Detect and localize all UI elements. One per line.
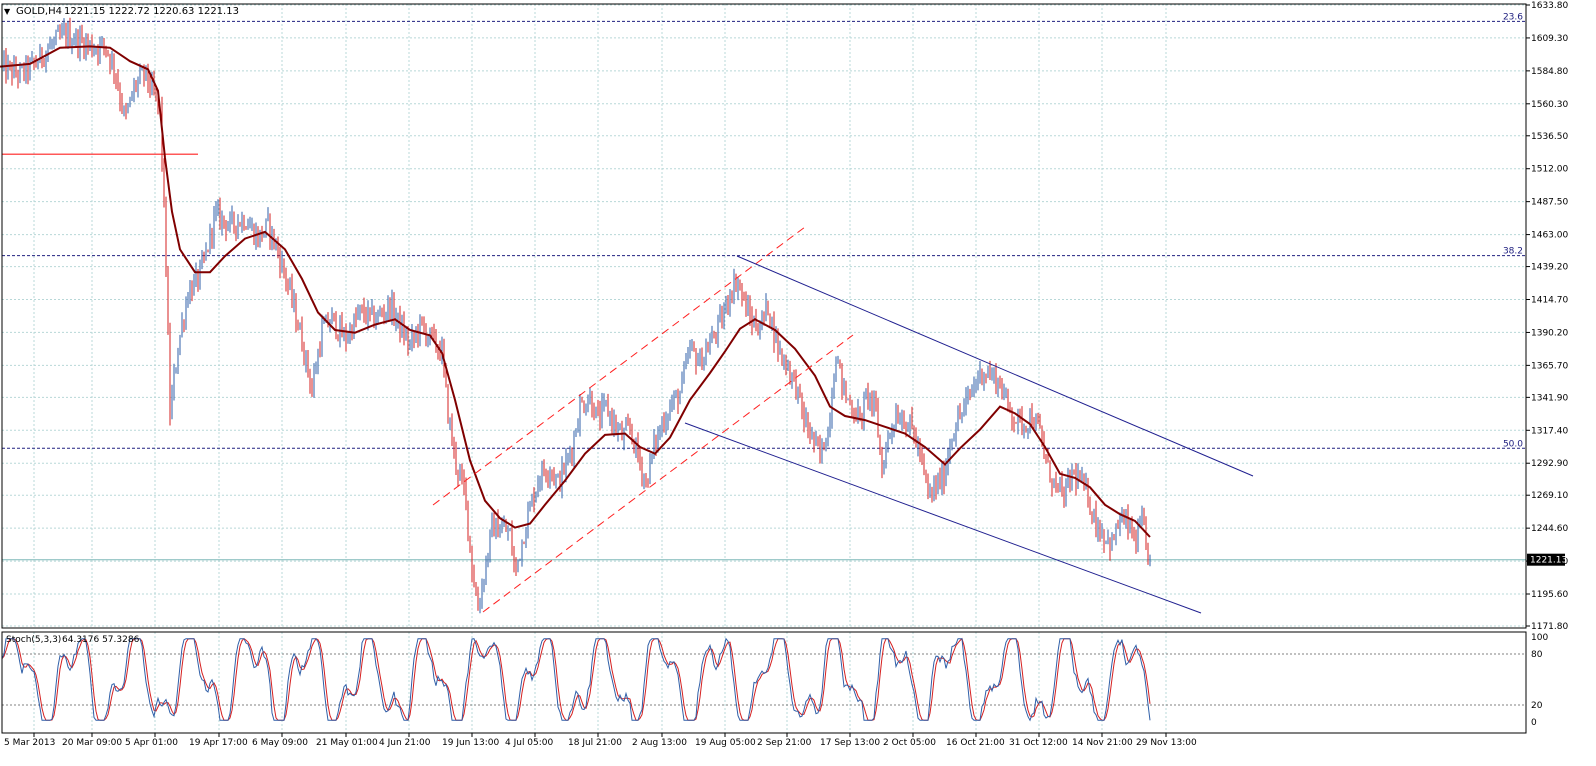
- time-axis: 5 Mar 2013 20 Mar 09:00 5 Apr 01:00 19 Apr …: [4, 733, 1197, 748]
- time-tick-label: 2 Aug 13:00: [632, 738, 687, 748]
- stoch-values: 64.3176 57.3286: [62, 635, 140, 645]
- price-tick-label: 1244.60: [1531, 524, 1568, 534]
- time-tick-label: 2 Oct 05:00: [883, 738, 936, 748]
- fibonacci-levels: 23.6 38.2 50.0: [2, 12, 1526, 561]
- time-tick-label: 6 May 09:00: [252, 738, 308, 748]
- stoch-tick-label: 20: [1531, 701, 1543, 711]
- price-tick-label: 1439.20: [1531, 263, 1568, 273]
- time-tick-label: 19 Apr 17:00: [189, 738, 248, 748]
- time-tick-label: 21 May 01:00: [316, 738, 378, 748]
- last-price-badge: [1527, 553, 1565, 566]
- time-tick-label: 31 Oct 12:00: [1009, 738, 1068, 748]
- time-tick-label: 20 Mar 09:00: [62, 738, 122, 748]
- time-tick-label: 5 Mar 2013: [4, 738, 55, 748]
- price-tick-label: 1390.20: [1531, 328, 1568, 338]
- price-tick-label: 1560.30: [1531, 100, 1568, 110]
- price-tick-label: 1633.80: [1531, 1, 1568, 11]
- fib-level-label: 23.6: [1503, 12, 1523, 22]
- price-tick-label: 1463.00: [1531, 231, 1568, 241]
- stoch-tick-label: 80: [1531, 650, 1543, 660]
- price-tick-label: 1536.50: [1531, 132, 1568, 142]
- main-grid: [2, 4, 1526, 628]
- price-tick-label: 1317.40: [1531, 426, 1568, 436]
- trend-channels: [432, 226, 1254, 614]
- time-tick-label: 14 Nov 21:00: [1072, 738, 1133, 748]
- stoch-label: Stoch(5,3,3): [6, 635, 61, 645]
- time-tick-label: 19 Aug 05:00: [695, 738, 756, 748]
- chart-dropdown-icon[interactable]: ▼: [4, 7, 11, 16]
- main-pane-frame: [1, 3, 1527, 629]
- price-tick-label: 1269.10: [1531, 491, 1568, 501]
- fib-level-label: 50.0: [1503, 439, 1523, 449]
- ohlc-values: 1221.15 1222.72 1220.63 1221.13: [64, 6, 239, 17]
- price-tick-label: 1414.70: [1531, 296, 1568, 306]
- time-tick-label: 29 Nov 13:00: [1136, 738, 1197, 748]
- pane-frames: [1, 3, 1527, 734]
- price-tick-label: 1292.90: [1531, 459, 1568, 469]
- price-axis: 1633.80 1609.30 1584.80 1560.30 1536.50 1512.…: [1526, 1, 1568, 728]
- price-tick-label: 1584.80: [1531, 67, 1568, 77]
- price-tick-label: 1609.30: [1531, 34, 1568, 44]
- time-tick-label: 2 Sep 21:00: [757, 738, 812, 748]
- time-tick-label: 5 Apr 01:00: [125, 738, 178, 748]
- time-tick-label: 19 Jun 13:00: [442, 738, 499, 748]
- time-tick-label: 4 Jun 21:00: [379, 738, 431, 748]
- falling-channel-lower: [684, 422, 1202, 614]
- time-tick-label: 16 Oct 21:00: [946, 738, 1005, 748]
- symbol-label: GOLD,H4: [16, 6, 62, 17]
- time-tick-label: 18 Jul 21:00: [568, 738, 622, 748]
- moving-average-line: [0, 45, 1151, 538]
- stoch-pane-frame: [1, 631, 1527, 734]
- time-tick-label: 17 Sep 13:00: [820, 738, 880, 748]
- stoch-tick-label: 100: [1531, 633, 1548, 643]
- last-price-label: 1221.13: [1530, 556, 1567, 566]
- price-tick-label: 1341.90: [1531, 393, 1568, 403]
- stoch-main-line: [1, 637, 1151, 722]
- price-tick-label: 1365.70: [1531, 361, 1568, 371]
- stochastic-oscillator: [1, 637, 1526, 722]
- time-tick-label: 4 Jul 05:00: [505, 738, 554, 748]
- price-tick-label: 1195.60: [1531, 590, 1568, 600]
- falling-channel-upper: [736, 255, 1254, 477]
- price-tick-label: 1512.00: [1531, 165, 1568, 175]
- stoch-tick-label: 0: [1531, 718, 1537, 728]
- fib-level-label: 38.2: [1503, 247, 1523, 257]
- moving-average: [0, 45, 1151, 538]
- price-tick-label: 1171.80: [1531, 622, 1568, 632]
- price-tick-label: 1487.50: [1531, 198, 1568, 208]
